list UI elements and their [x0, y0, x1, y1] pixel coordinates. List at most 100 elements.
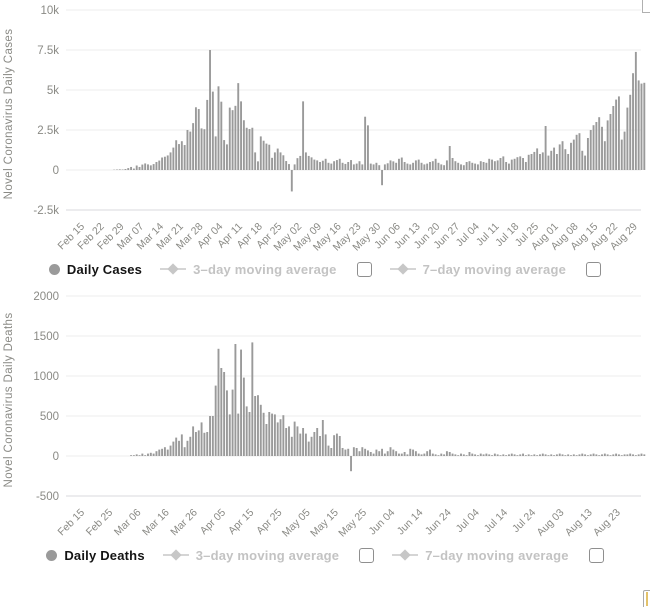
bar [299, 155, 302, 170]
bar [572, 139, 575, 170]
legend-item-3-day-moving-average[interactable]: 3–day moving average [162, 548, 339, 563]
bar [502, 156, 505, 170]
bar [279, 419, 282, 456]
legend-item-7-day-moving-average[interactable]: 7–day moving average [392, 548, 568, 563]
bar [541, 453, 544, 456]
bar [135, 165, 138, 170]
bar [558, 144, 561, 170]
bar [192, 426, 195, 456]
bar [290, 170, 293, 192]
bar [603, 453, 606, 456]
bar [299, 433, 302, 456]
checkbox-3-day-moving-average[interactable] [359, 547, 375, 563]
bar [406, 163, 409, 170]
bar [471, 162, 474, 170]
bar [476, 164, 479, 170]
bar [147, 453, 149, 456]
bar [632, 73, 634, 170]
bar [203, 432, 206, 456]
bar [640, 83, 643, 170]
y-tick-label: 7.5k [37, 45, 59, 57]
bar [220, 101, 223, 170]
bar [615, 99, 618, 170]
bar [445, 160, 448, 170]
bar [414, 160, 417, 170]
bar [488, 158, 491, 170]
bar [327, 445, 330, 456]
bar [352, 447, 355, 456]
bar [282, 155, 285, 170]
bar [519, 454, 522, 456]
bar [175, 140, 178, 170]
bar [567, 154, 570, 170]
bar [553, 455, 556, 456]
bar [231, 110, 234, 170]
bar [578, 133, 581, 170]
bar [206, 99, 209, 170]
bar [352, 164, 355, 170]
bar [516, 157, 519, 170]
bar [341, 162, 344, 170]
bar [555, 454, 558, 456]
line-diamond-icon [392, 549, 419, 561]
y-tick-label: -2.5k [33, 205, 59, 217]
bar [445, 451, 448, 456]
bar [570, 142, 572, 170]
legend-item-daily-deaths[interactable]: Daily Deaths [46, 548, 145, 563]
bar [319, 436, 321, 456]
bar [178, 440, 180, 456]
bar [271, 413, 274, 456]
bar [482, 454, 485, 456]
bar [412, 162, 415, 170]
bar [138, 455, 141, 456]
bar [462, 165, 465, 170]
y-tick-label: 2.5k [37, 125, 59, 137]
legend-label: Daily Cases [66, 261, 143, 277]
line-diamond-icon [162, 549, 189, 561]
bar [361, 447, 364, 456]
checkbox-3-day-moving-average[interactable] [356, 261, 372, 277]
x-tick-label: Feb 25 [84, 507, 116, 538]
checkbox-7-day-moving-average[interactable] [588, 547, 604, 563]
bar [414, 451, 417, 456]
bar [561, 454, 564, 456]
bar [564, 149, 567, 170]
y-axis-title: Novel Coronavirus Daily Cases [3, 29, 15, 200]
bar [228, 414, 231, 456]
bar [166, 449, 169, 456]
bar [589, 454, 592, 456]
legend-item-7-day-moving-average[interactable]: 7–day moving average [389, 262, 566, 277]
bar [434, 158, 437, 170]
bar [440, 453, 443, 456]
bar [465, 455, 468, 456]
bar [516, 455, 519, 456]
y-tick-label: 1000 [33, 371, 59, 383]
bar [383, 453, 386, 456]
legend-item-3-day-moving-average[interactable]: 3–day moving average [160, 262, 336, 277]
bar [166, 155, 169, 170]
bar [369, 163, 372, 170]
bar [553, 147, 556, 170]
bar [496, 160, 499, 170]
bar [304, 433, 307, 456]
bar [268, 412, 271, 456]
bar [485, 162, 488, 170]
bar [307, 155, 310, 170]
y-axis-title: Novel Coronavirus Daily Deaths [3, 313, 15, 488]
bar [386, 451, 389, 456]
bar [601, 126, 603, 170]
checkbox-7-day-moving-average[interactable] [586, 261, 602, 277]
x-tick-label: May 05 [280, 507, 313, 538]
bar [457, 455, 460, 456]
bar [508, 454, 510, 456]
bar [615, 453, 618, 456]
legend-item-daily-cases[interactable]: Daily Cases [48, 261, 143, 277]
bar [347, 162, 350, 170]
bar [544, 126, 547, 170]
bar [271, 157, 274, 170]
bar [217, 348, 220, 456]
bar [344, 163, 347, 170]
bar [522, 453, 524, 456]
